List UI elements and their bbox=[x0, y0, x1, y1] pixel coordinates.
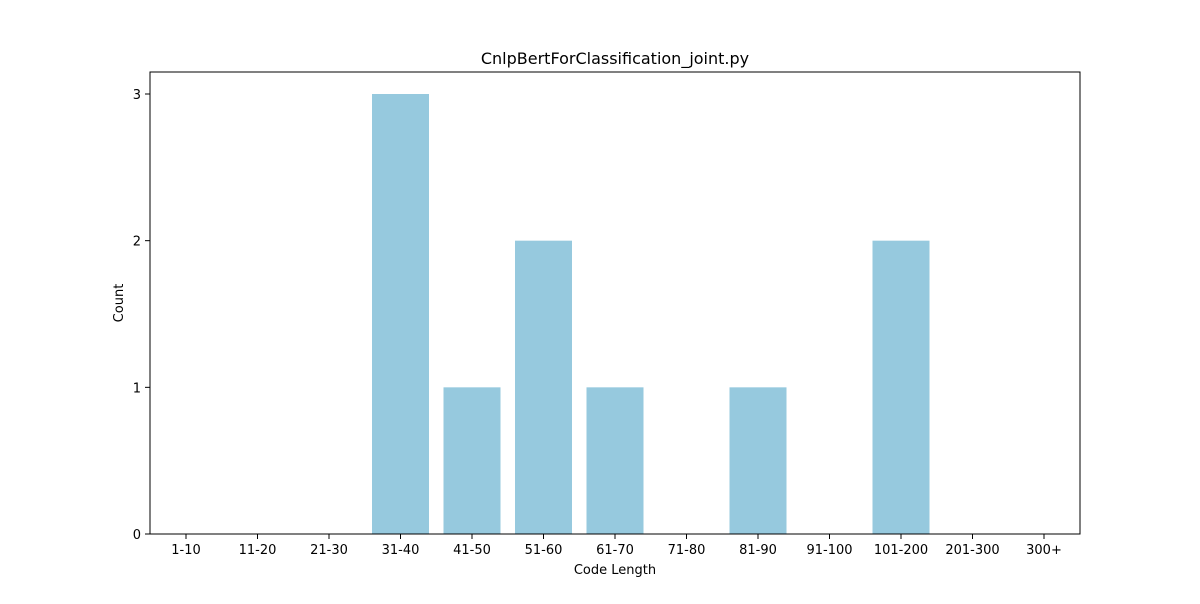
x-tick-label: 31-40 bbox=[382, 543, 420, 558]
bar-41-50 bbox=[443, 387, 501, 534]
x-axis-label: Code Length bbox=[574, 563, 656, 578]
chart-title: CnlpBertForClassification_joint.py bbox=[481, 49, 749, 69]
x-tick-label: 11-20 bbox=[239, 543, 277, 558]
y-axis-ticks: 0 1 2 3 bbox=[133, 88, 150, 543]
x-tick-label: 300+ bbox=[1026, 543, 1062, 558]
x-tick-label: 91-100 bbox=[806, 543, 852, 558]
bar-101-200 bbox=[872, 240, 930, 534]
x-tick-label: 1-10 bbox=[171, 543, 201, 558]
y-tick-label: 3 bbox=[133, 88, 141, 103]
y-axis-label: Count bbox=[112, 284, 127, 323]
x-tick-label: 61-70 bbox=[596, 543, 634, 558]
y-tick-label: 0 bbox=[133, 528, 141, 543]
bar-51-60 bbox=[515, 240, 572, 534]
bar-81-90 bbox=[729, 387, 787, 534]
x-tick-label: 51-60 bbox=[525, 543, 563, 558]
x-axis-ticks: 1-10 11-20 21-30 31-40 41-50 51-60 61-70 71-80 8… bbox=[171, 534, 1062, 558]
x-tick-label: 201-300 bbox=[945, 543, 999, 558]
x-tick-label: 21-30 bbox=[310, 543, 348, 558]
x-tick-label: 71-80 bbox=[668, 543, 706, 558]
bars-group bbox=[372, 94, 930, 534]
x-tick-label: 101-200 bbox=[874, 543, 928, 558]
plot-frame bbox=[149, 71, 1081, 535]
bar-61-70 bbox=[586, 387, 644, 534]
bar-31-40 bbox=[372, 94, 429, 534]
y-tick-label: 1 bbox=[133, 381, 141, 396]
x-tick-label: 81-90 bbox=[739, 543, 777, 558]
y-tick-label: 2 bbox=[133, 235, 141, 250]
x-tick-label: 41-50 bbox=[453, 543, 491, 558]
